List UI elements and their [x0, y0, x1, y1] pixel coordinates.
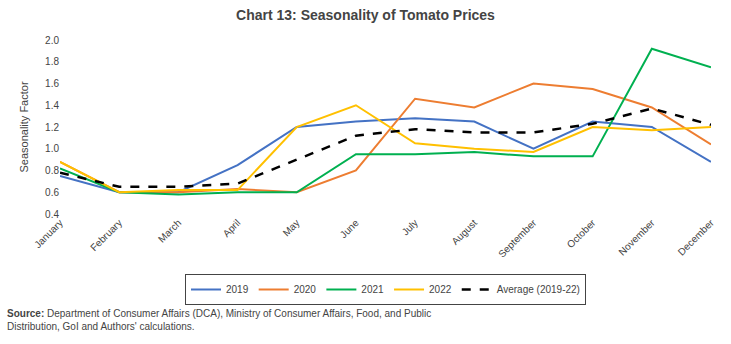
svg-text:February: February [88, 217, 124, 253]
svg-text:July: July [400, 217, 420, 237]
svg-text:August: August [449, 217, 479, 247]
svg-text:1.4: 1.4 [45, 100, 59, 111]
svg-text:December: December [676, 217, 717, 258]
svg-text:November: November [616, 217, 657, 258]
svg-text:1.0: 1.0 [45, 143, 59, 154]
svg-text:1.6: 1.6 [45, 78, 59, 89]
svg-text:1.8: 1.8 [45, 56, 59, 67]
svg-text:0.6: 0.6 [45, 187, 59, 198]
svg-text:June: June [338, 217, 361, 240]
svg-text:2021: 2021 [361, 284, 384, 295]
svg-text:January: January [32, 217, 65, 250]
svg-text:2022: 2022 [429, 284, 452, 295]
svg-text:Average (2019-22): Average (2019-22) [497, 284, 580, 295]
svg-text:2020: 2020 [294, 284, 317, 295]
svg-text:Seasonality Factor: Seasonality Factor [18, 81, 30, 172]
svg-text:0.4: 0.4 [45, 209, 59, 220]
svg-text:2.0: 2.0 [45, 35, 59, 46]
svg-text:March: March [156, 217, 183, 244]
svg-text:May: May [281, 217, 302, 238]
svg-text:Source: Department of Consumer: Source: Department of Consumer Affairs (… [7, 308, 431, 332]
svg-text:1.2: 1.2 [45, 122, 59, 133]
svg-text:2019: 2019 [226, 284, 249, 295]
svg-text:April: April [221, 217, 243, 239]
svg-text:0.8: 0.8 [45, 165, 59, 176]
svg-text:September: September [496, 217, 539, 260]
svg-text:Chart 13: Seasonality of Tomat: Chart 13: Seasonality of Tomato Prices [236, 7, 495, 23]
svg-text:October: October [565, 217, 598, 250]
